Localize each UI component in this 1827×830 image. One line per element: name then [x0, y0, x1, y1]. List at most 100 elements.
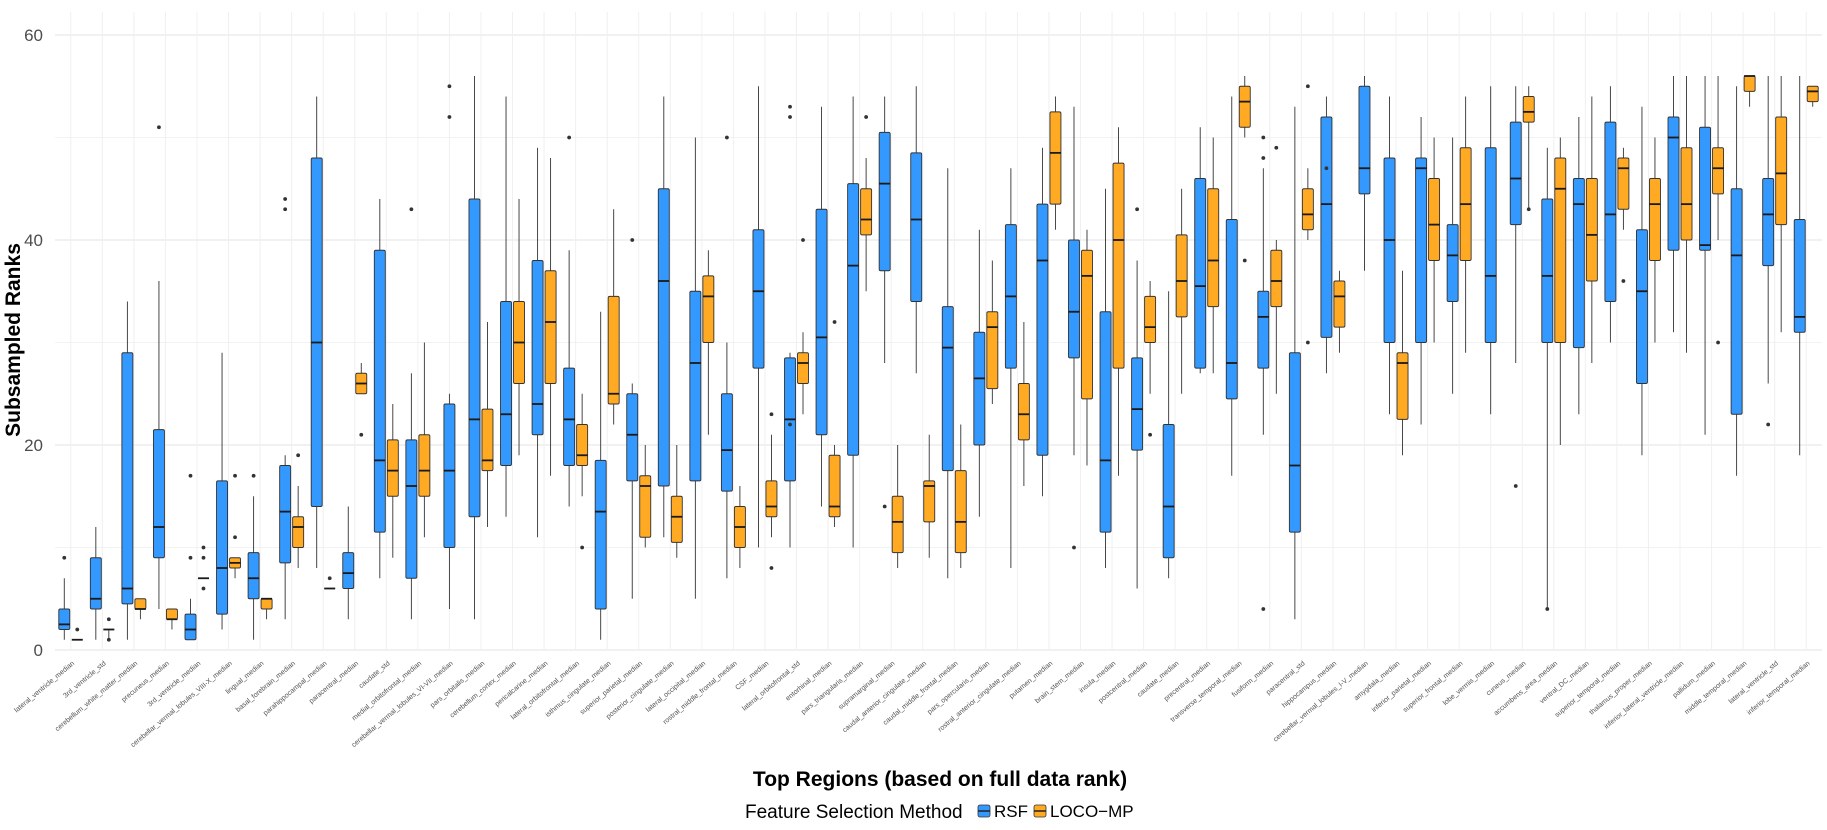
loco-mp-box-51: [1680, 76, 1693, 353]
rsf-box-49: [1604, 86, 1617, 343]
rsf-box-40: [1320, 96, 1333, 374]
rsf-box-0: [58, 555, 71, 640]
rsf-box-45: [1484, 86, 1497, 415]
legend-title: Feature Selection Method: [745, 802, 963, 823]
loco-mp-iqr-26: [891, 495, 904, 554]
loco-mp-iqr-15: [544, 270, 557, 384]
rsf-box-28: [941, 168, 954, 579]
loco-mp-box-18: [639, 445, 652, 548]
rsf-outlier-38-1: [1261, 135, 1266, 140]
x-tick-label-13: pars_orbitalis_median: [429, 660, 486, 709]
rsf-box-9: [342, 506, 355, 620]
rsf-outlier-16-0: [567, 135, 572, 140]
loco-mp-box-16: [576, 393, 589, 550]
x-tick-label-15: pericalcarine_median: [494, 660, 550, 708]
loco-mp-box-33: [1112, 127, 1125, 476]
loco-mp-outlier-4-2: [201, 545, 206, 550]
y-axis-title: Subsampled Ranks: [2, 243, 25, 437]
loco-mp-box-25: [860, 115, 873, 292]
loco-mp-box-24: [828, 320, 841, 527]
x-tick-label-47: accumbens_area_median: [1493, 660, 1559, 717]
loco-mp-box-17: [607, 209, 620, 425]
loco-mp-box-29: [986, 260, 999, 404]
loco-mp-box-3: [165, 608, 178, 630]
loco-mp-outlier-25-0: [864, 115, 869, 119]
loco-mp-box-32: [1081, 229, 1093, 466]
rsf-iqr-14: [500, 301, 512, 466]
rsf-outlier-4-1: [188, 473, 193, 478]
x-tick-label-43: inferior_parietal_median: [1371, 660, 1433, 714]
loco-mp-iqr-55: [1806, 85, 1819, 103]
loco-mp-box-47: [1554, 137, 1567, 445]
rsf-iqr-51: [1667, 116, 1680, 251]
loco-mp-iqr-53: [1743, 75, 1756, 92]
loco-mp-outlier-34-0: [1148, 432, 1152, 437]
rsf-iqr-1: [89, 557, 102, 610]
loco-mp-outlier-37-0: [1242, 258, 1247, 263]
rsf-box-39: [1288, 106, 1301, 620]
rsf-box-32: [1068, 106, 1080, 550]
rsf-iqr-16: [563, 367, 576, 466]
rsf-iqr-17: [594, 459, 607, 610]
rsf-box-14: [500, 96, 512, 517]
rsf-box-30: [1004, 168, 1017, 568]
x-tick-label-26: supramarginal_median: [837, 660, 896, 711]
rsf-box-22: [752, 86, 765, 548]
rsf-iqr-10: [373, 249, 386, 533]
rsf-iqr-26: [878, 131, 891, 272]
rsf-iqr-38: [1257, 290, 1270, 369]
x-axis-tick-labels: lateral_ventricle_median3rd_ventricle_st…: [13, 660, 1811, 749]
rsf-iqr-8: [310, 157, 323, 507]
rsf-iqr-50: [1636, 229, 1648, 384]
rsf-outlier-40-0: [1324, 166, 1329, 171]
rsf-box-34: [1131, 207, 1144, 589]
loco-mp-iqr-6: [260, 598, 273, 610]
y-tick-label-20: 20: [24, 436, 43, 455]
loco-mp-box-48: [1585, 96, 1598, 363]
loco-mp-iqr-13: [481, 408, 494, 472]
rsf-iqr-20: [689, 290, 702, 482]
rsf-iqr-37: [1225, 219, 1238, 400]
loco-mp-iqr-47: [1554, 157, 1567, 343]
rsf-box-2: [121, 301, 134, 640]
loco-mp-iqr-52: [1712, 147, 1725, 195]
rsf-box-29: [973, 229, 986, 517]
rsf-iqr-33: [1099, 311, 1112, 533]
loco-mp-iqr-42: [1396, 352, 1409, 420]
rsf-box-8: [310, 96, 323, 568]
loco-mp-iqr-50: [1649, 178, 1661, 261]
x-tick-label-40: hippocampus_median: [1281, 660, 1338, 709]
rsf-outlier-38-0: [1261, 156, 1266, 160]
loco-mp-iqr-3: [165, 608, 178, 620]
loco-mp-box-20: [702, 250, 715, 435]
rsf-box-4: [184, 473, 197, 641]
loco-mp-outlier-1-1: [106, 617, 111, 622]
loco-mp-outlier-16-0: [580, 545, 585, 550]
rsf-box-36: [1194, 127, 1207, 374]
rsf-outlier-34-0: [1135, 207, 1139, 212]
loco-mp-outlier-39-1: [1305, 84, 1310, 89]
x-tick-label-14: cerebellum_cortex_median: [449, 660, 518, 719]
x-tick-label-20: lateral_occipital_median: [645, 660, 707, 714]
rsf-iqr-49: [1604, 121, 1617, 302]
loco-mp-outlier-22-0: [769, 566, 774, 570]
rsf-iqr-19: [657, 188, 670, 487]
rsf-iqr-5: [216, 480, 228, 615]
loco-mp-outlier-5-0: [233, 535, 237, 540]
rsf-iqr-47: [1541, 198, 1554, 343]
loco-mp-box-0: [71, 627, 83, 641]
y-tick-label-0: 0: [34, 641, 43, 660]
grid-lines: [55, 12, 1822, 651]
rsf-box-11: [405, 207, 418, 620]
rsf-box-37: [1225, 96, 1238, 476]
loco-mp-outlier-46-0: [1526, 207, 1531, 212]
loco-mp-box-9: [355, 363, 368, 437]
rsf-iqr-15: [531, 260, 544, 436]
legend-entry-loco-mp: LOCO−MP: [1033, 802, 1134, 821]
loco-mp-box-37: [1238, 76, 1251, 263]
y-tick-label-60: 60: [24, 26, 43, 45]
rsf-outlier-4-0: [188, 555, 193, 560]
loco-mp-iqr-20: [702, 275, 715, 343]
loco-mp-iqr-51: [1680, 147, 1693, 241]
loco-mp-iqr-54: [1775, 116, 1788, 226]
